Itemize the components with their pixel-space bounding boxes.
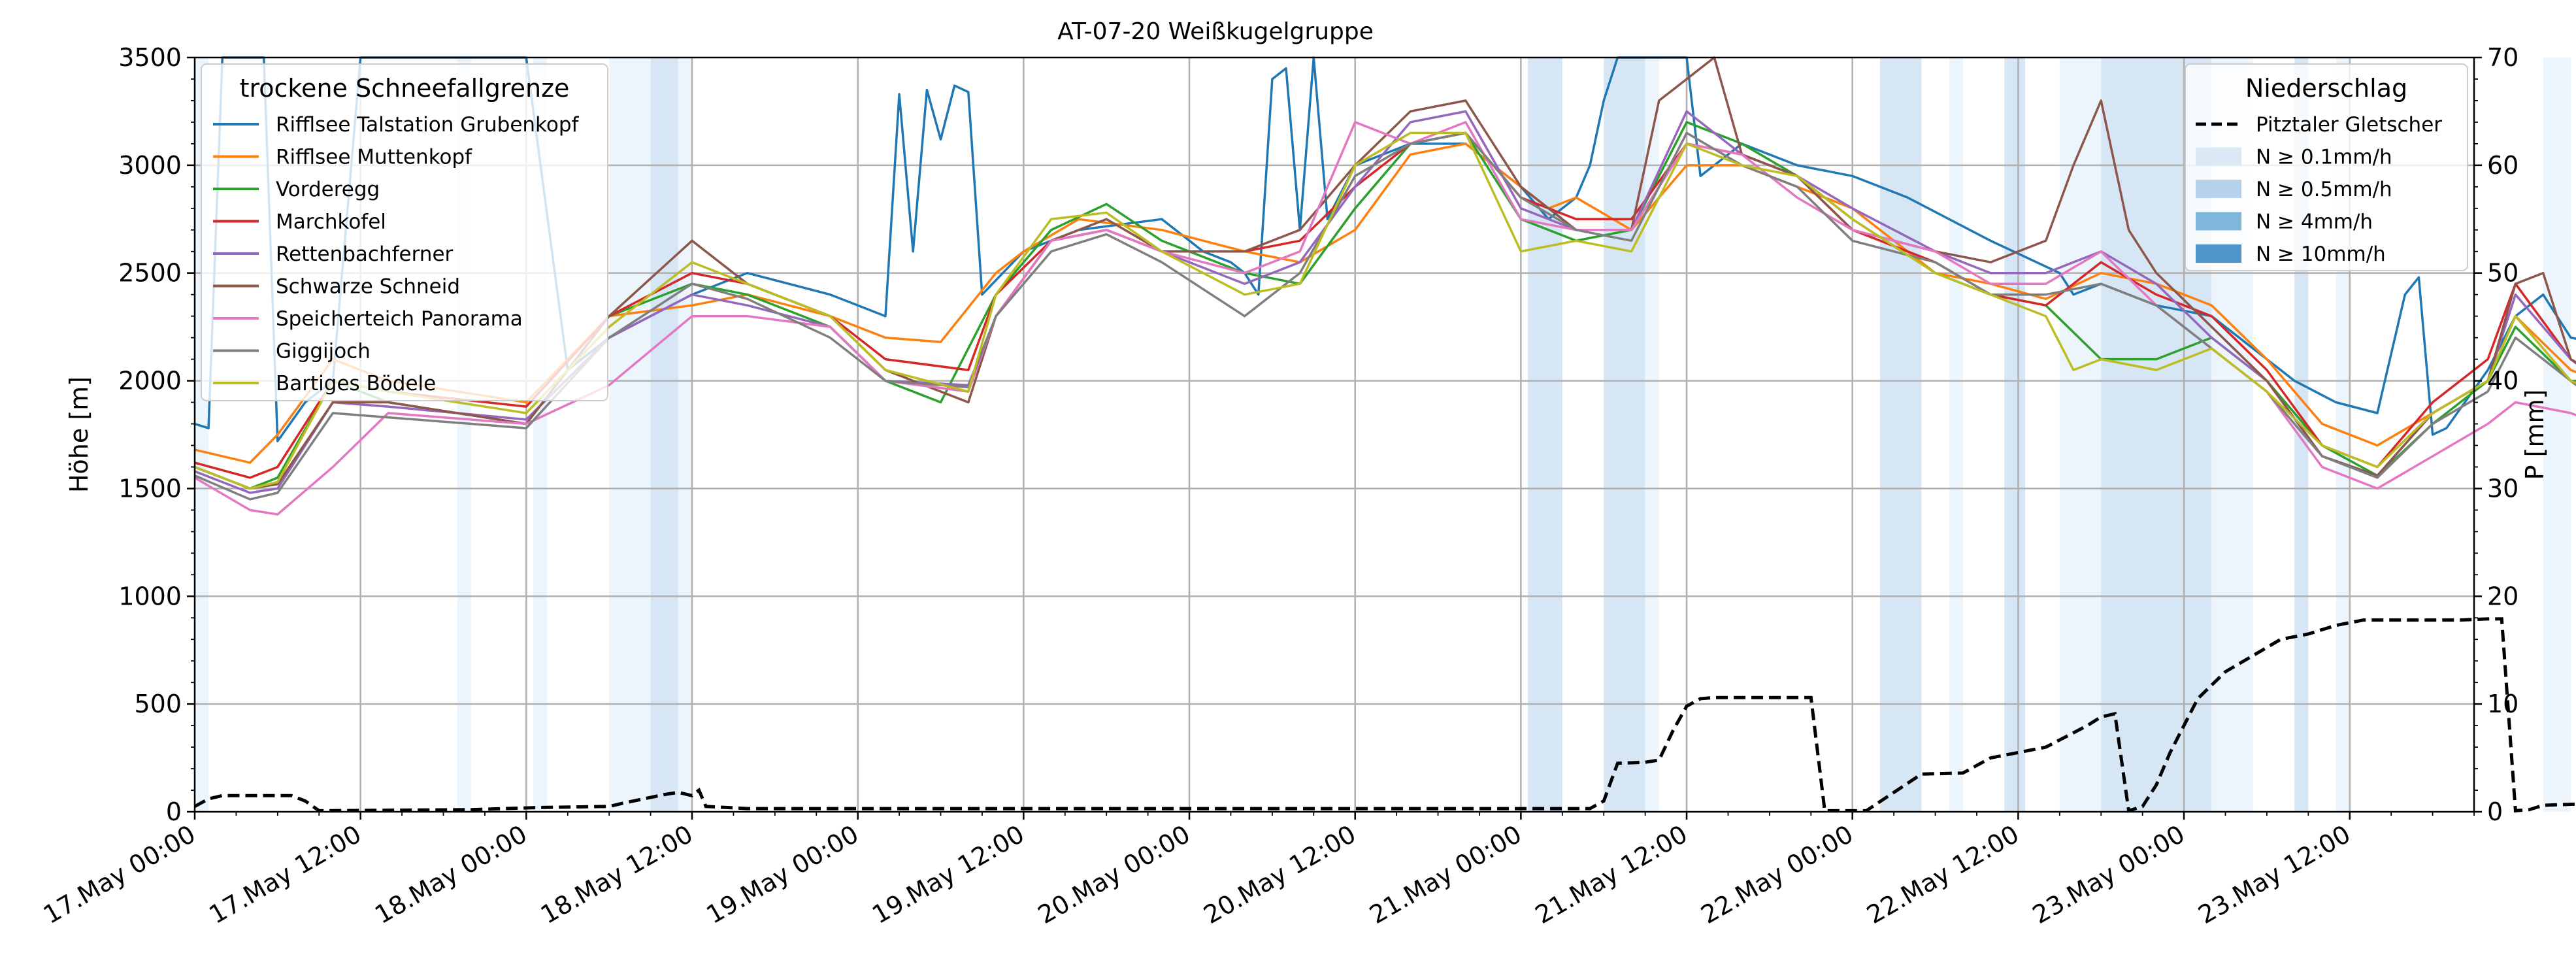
legend-left-label-0: Rifflsee Talstation Grubenkopf xyxy=(276,113,580,137)
precip-band-9 xyxy=(1880,58,1922,812)
legend-right-label-2: N ≥ 0.5mm/h xyxy=(2256,178,2392,201)
legend-right-label-0: Pitztaler Gletscher xyxy=(2256,113,2442,137)
y-axis-label: Höhe [m] xyxy=(65,376,93,493)
series-lines xyxy=(194,56,2576,516)
legend-left-label-2: Vorderegg xyxy=(276,178,380,201)
y2-tick-label-1: 10 xyxy=(2487,690,2518,718)
y2-tick-label-3: 30 xyxy=(2487,474,2518,503)
y2-axis-label: P [mm] xyxy=(2520,390,2549,480)
y2-tick-label-5: 50 xyxy=(2487,259,2518,288)
legend-left-title: trockene Schneefallgrenze xyxy=(240,74,570,103)
plot-frame xyxy=(193,56,2475,813)
right-axis: 0 10 20 30 40 50 60 70 xyxy=(2474,43,2518,826)
y-tick-label-1: 500 xyxy=(134,690,182,718)
y2-tick-label-4: 40 xyxy=(2487,367,2518,395)
legend-right-swatch-4 xyxy=(2196,244,2241,263)
precip-band-10 xyxy=(1949,58,1963,812)
left-axis: 0 500 1000 1500 2000 2500 3000 3500 xyxy=(118,43,195,826)
chart-title: AT-07-20 Weißkugelgruppe xyxy=(1057,18,1374,45)
legend-left-label-4: Rettenbachferner xyxy=(276,242,454,266)
precip-band-17 xyxy=(2543,58,2571,812)
y-tick-label-5: 2500 xyxy=(118,259,182,288)
series-line-8 xyxy=(194,131,2576,490)
legend-right-swatch-2 xyxy=(2196,180,2241,198)
series-line-7 xyxy=(194,131,2576,501)
series-line-3 xyxy=(194,131,2576,479)
precip-band-11 xyxy=(2004,58,2025,812)
legend-right-label-4: N ≥ 10mm/h xyxy=(2256,242,2386,266)
precip-band-7 xyxy=(1604,58,1645,812)
legend-right-box xyxy=(2185,63,2468,271)
y-tick-label-7: 3500 xyxy=(118,43,182,72)
legend-right-label-3: N ≥ 4mm/h xyxy=(2256,210,2373,234)
precip-band-4 xyxy=(650,58,678,812)
y2-tick-label-2: 20 xyxy=(2487,582,2518,610)
legend-left: trockene Schneefallgrenze Rifflsee Talst… xyxy=(201,63,608,401)
y2-tick-label-6: 60 xyxy=(2487,151,2518,180)
legend-left-label-5: Schwarze Schneid xyxy=(276,275,460,299)
legend-right-swatch-1 xyxy=(2196,147,2241,166)
legend-left-label-6: Speicherteich Panorama xyxy=(276,307,523,331)
y-tick-label-4: 2000 xyxy=(118,367,182,395)
precip-line-pitztaler-gletscher xyxy=(193,617,2576,813)
legend-right: Niederschlag Pitztaler Gletscher N ≥ 0.1m… xyxy=(2185,63,2468,271)
precip-band-5 xyxy=(678,58,693,812)
y2-tick-label-0: 0 xyxy=(2487,797,2503,826)
precip-band-6 xyxy=(1527,58,1562,812)
precip-band-12 xyxy=(2059,58,2102,812)
y-tick-label-6: 3000 xyxy=(118,151,182,180)
legend-right-swatch-3 xyxy=(2196,212,2241,231)
legend-left-box xyxy=(201,63,608,401)
legend-left-label-3: Marchkofel xyxy=(276,210,386,234)
precip-line xyxy=(193,617,2576,813)
precip-band-8 xyxy=(1645,58,1659,812)
legend-left-label-8: Bartiges Bödele xyxy=(276,372,436,395)
legend-left-label-1: Rifflsee Muttenkopf xyxy=(276,146,472,169)
legend-left-label-7: Giggijoch xyxy=(276,340,371,363)
legend-right-label-1: N ≥ 0.1mm/h xyxy=(2256,146,2392,169)
legend-right-title: Niederschlag xyxy=(2245,74,2407,103)
precip-band-3 xyxy=(609,58,651,812)
y-tick-label-3: 1500 xyxy=(118,474,182,503)
y-tick-label-2: 1000 xyxy=(118,582,182,610)
y2-tick-label-7: 70 xyxy=(2487,43,2518,72)
y-tick-label-0: 0 xyxy=(166,797,182,826)
legend-left-entries: Rifflsee Talstation Grubenkopf Rifflsee M… xyxy=(213,113,580,395)
legend-right-entries: Pitztaler Gletscher N ≥ 0.1mm/h N ≥ 0.5mm/… xyxy=(2196,113,2442,266)
